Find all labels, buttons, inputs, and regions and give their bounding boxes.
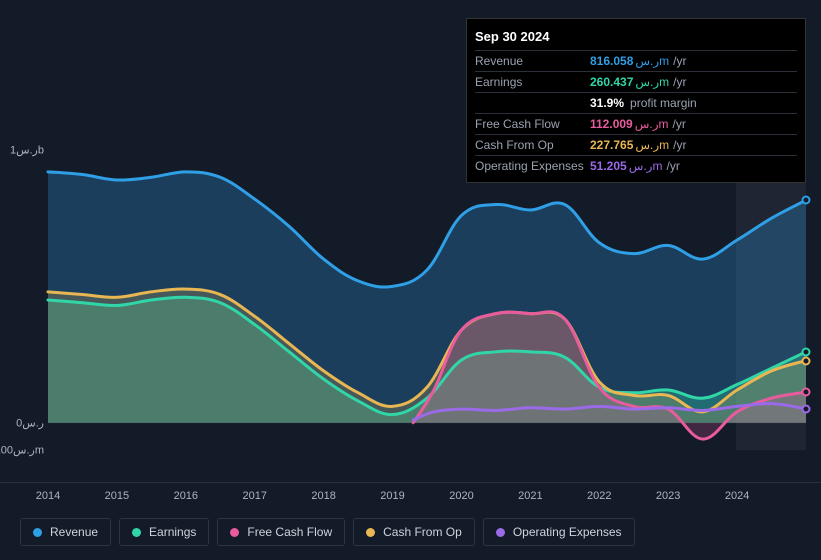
marker-fcf [802,388,811,397]
data-tooltip: Sep 30 2024 Revenue816.058ر.سm/yrEarning… [466,18,806,183]
tooltip-date: Sep 30 2024 [475,25,797,50]
tooltip-rows: Revenue816.058ر.سm/yrEarnings260.437ر.سm… [475,50,797,176]
legend: Revenue Earnings Free Cash Flow Cash From O… [20,518,635,546]
legend-item-earnings[interactable]: Earnings [119,518,209,546]
x-tick: 2024 [725,490,749,502]
tooltip-row-label: Free Cash Flow [475,117,590,131]
tooltip-row-opex: Operating Expenses51.205ر.سm/yr [475,155,797,176]
tooltip-row-value: 260.437ر.سm/yr [590,75,687,89]
legend-dot-icon [33,528,42,537]
tooltip-row-label: Operating Expenses [475,159,590,173]
y-tick: ر.س1b [10,144,44,157]
marker-opex [802,404,811,413]
x-tick: 2022 [587,490,611,502]
tooltip-row-fcf: Free Cash Flow112.009ر.سm/yr [475,113,797,134]
legend-dot-icon [230,528,239,537]
marker-revenue [802,196,811,205]
y-tick: ر.س0 [16,416,44,429]
legend-label: Cash From Op [383,525,462,539]
tooltip-row-value: 816.058ر.سm/yr [590,54,687,68]
y-axis: ر.س1bر.س0-100ر.سm [0,150,48,480]
tooltip-row-value: 112.009ر.سm/yr [590,117,686,131]
x-tick: 2014 [36,490,60,502]
x-tick: 2017 [242,490,266,502]
tooltip-row-label: Earnings [475,75,590,89]
x-axis: 2014201520162017201820192020202120222023… [48,482,806,502]
marker-cfo [802,356,811,365]
legend-item-opex[interactable]: Operating Expenses [483,518,635,546]
legend-label: Free Cash Flow [247,525,332,539]
legend-item-revenue[interactable]: Revenue [20,518,111,546]
tooltip-row-label: Revenue [475,54,590,68]
legend-item-fcf[interactable]: Free Cash Flow [217,518,345,546]
tooltip-row-cfo: Cash From Op227.765ر.سm/yr [475,134,797,155]
x-axis-line [0,482,821,483]
legend-label: Earnings [149,525,196,539]
legend-dot-icon [366,528,375,537]
marker-earnings [802,347,811,356]
x-tick: 2020 [449,490,473,502]
x-tick: 2019 [380,490,404,502]
tooltip-row-earnings: Earnings260.437ر.سm/yr [475,71,797,92]
x-tick: 2023 [656,490,680,502]
legend-label: Operating Expenses [513,525,622,539]
x-tick: 2016 [174,490,198,502]
tooltip-row-label: Cash From Op [475,138,590,152]
tooltip-row-label [475,96,590,110]
chart-svg [48,150,806,450]
tooltip-row-value: 227.765ر.سm/yr [590,138,687,152]
tooltip-row-value: 51.205ر.سm/yr [590,159,680,173]
x-tick: 2018 [311,490,335,502]
x-tick: 2021 [518,490,542,502]
legend-item-cfo[interactable]: Cash From Op [353,518,475,546]
tooltip-row-profit-margin: 31.9%profit margin [475,92,797,113]
legend-dot-icon [132,528,141,537]
tooltip-row-value: 31.9%profit margin [590,96,697,110]
x-tick: 2015 [105,490,129,502]
tooltip-row-revenue: Revenue816.058ر.سm/yr [475,50,797,71]
legend-dot-icon [496,528,505,537]
chart: ر.س1bر.س0-100ر.سm 2014201520162017201820… [0,150,821,480]
y-tick: -100ر.سm [0,444,44,457]
legend-label: Revenue [50,525,98,539]
plot-area[interactable] [48,150,806,450]
